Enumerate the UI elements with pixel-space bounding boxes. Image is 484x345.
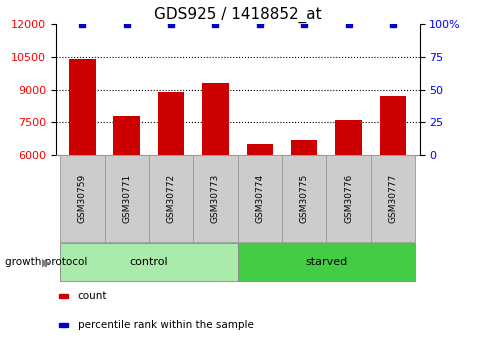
FancyBboxPatch shape: [237, 243, 414, 281]
Bar: [290, 140, 317, 155]
Text: percentile rank within the sample: percentile rank within the sample: [77, 320, 253, 330]
FancyBboxPatch shape: [237, 155, 281, 242]
FancyBboxPatch shape: [149, 155, 193, 242]
Text: starved: starved: [304, 257, 347, 267]
Bar: [202, 83, 228, 155]
FancyBboxPatch shape: [60, 243, 237, 281]
Text: control: control: [129, 257, 168, 267]
Text: GSM30771: GSM30771: [122, 174, 131, 223]
Bar: [157, 92, 184, 155]
Bar: [69, 59, 95, 155]
Bar: [334, 120, 361, 155]
FancyBboxPatch shape: [370, 155, 414, 242]
Bar: [113, 116, 140, 155]
FancyBboxPatch shape: [60, 155, 105, 242]
FancyBboxPatch shape: [193, 155, 237, 242]
Bar: [379, 96, 406, 155]
FancyBboxPatch shape: [326, 155, 370, 242]
Bar: [246, 144, 272, 155]
Text: GSM30776: GSM30776: [343, 174, 352, 223]
FancyBboxPatch shape: [281, 155, 326, 242]
Text: GSM30775: GSM30775: [299, 174, 308, 223]
Text: ▶: ▶: [42, 257, 51, 267]
Title: GDS925 / 1418852_at: GDS925 / 1418852_at: [153, 7, 321, 23]
Text: GSM30774: GSM30774: [255, 174, 264, 223]
Text: count: count: [77, 291, 107, 301]
Text: GSM30772: GSM30772: [166, 174, 175, 223]
Text: GSM30759: GSM30759: [78, 174, 87, 223]
Text: GSM30773: GSM30773: [211, 174, 220, 223]
Bar: [59, 294, 68, 298]
FancyBboxPatch shape: [105, 155, 149, 242]
Bar: [59, 323, 68, 327]
Text: growth protocol: growth protocol: [5, 257, 87, 267]
Text: GSM30777: GSM30777: [388, 174, 396, 223]
